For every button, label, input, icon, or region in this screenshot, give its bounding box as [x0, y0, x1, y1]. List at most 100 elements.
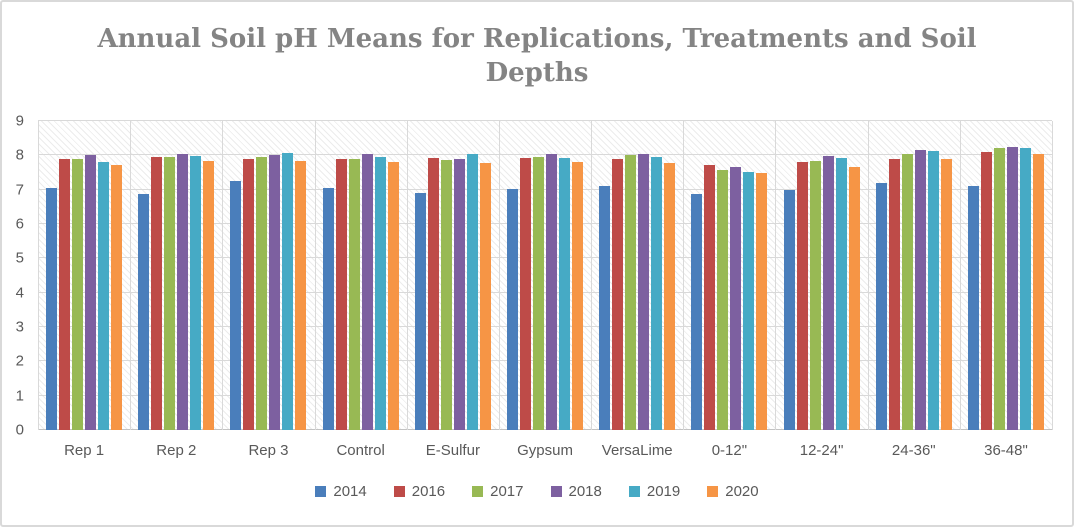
bar-2020-rep-2 [203, 161, 215, 430]
category-separator [683, 121, 685, 430]
bar-2020-rep-3 [295, 161, 307, 430]
bar-2014-control [322, 187, 334, 430]
bar-2019-versalime [651, 157, 663, 430]
bar-2017-24-36 [901, 153, 913, 430]
category-group-gypsum [499, 121, 591, 430]
x-category-label: VersaLime [601, 442, 673, 459]
legend-label-2014: 2014 [333, 483, 367, 500]
y-tick-label: 6 [15, 215, 24, 233]
y-tick-label: 1 [15, 387, 24, 405]
bar-2018-rep-3 [269, 155, 281, 430]
bar-2019-12-24 [835, 158, 847, 430]
y-axis: 0 1 2 3 4 5 6 7 8 9 [2, 114, 28, 438]
y-tick-label: 3 [15, 318, 24, 336]
y-tick-label: 7 [15, 181, 24, 199]
bar-2020-0-12 [756, 172, 768, 430]
gridline-2 [38, 360, 1052, 362]
legend: 2014 2016 2017 2018 2019 2020 [2, 483, 1072, 500]
bar-2014-versalime [599, 185, 611, 430]
legend-swatch-2016 [393, 486, 405, 497]
bar-2019-e-sulfur [466, 153, 478, 430]
gridline-7 [38, 188, 1052, 190]
bars-layer [38, 121, 1052, 430]
category-group-12-24 [776, 121, 868, 430]
legend-item-2014: 2014 [315, 483, 367, 500]
category-group-36-48 [960, 121, 1052, 430]
bar-2020-e-sulfur [479, 162, 491, 430]
legend-item-2018: 2018 [550, 483, 602, 500]
bar-2016-12-24 [796, 161, 808, 430]
category-separator [591, 121, 593, 430]
x-axis: Rep 1 Rep 2 Rep 3 Control E-Sulfur Gypsum Vers… [38, 442, 1052, 459]
bar-2017-rep-1 [72, 158, 84, 430]
legend-label-2016: 2016 [411, 483, 446, 500]
gridline-9 [38, 120, 1052, 121]
bar-2020-12-24 [848, 166, 860, 430]
category-group-versalime [591, 121, 683, 430]
bar-2017-0-12 [717, 169, 729, 430]
legend-swatch-2018 [550, 486, 562, 497]
bar-2014-rep-2 [138, 194, 150, 430]
plot-area [38, 120, 1053, 430]
bar-2017-e-sulfur [440, 159, 452, 430]
gridline-6 [38, 223, 1052, 224]
bar-2014-36-48 [967, 186, 979, 430]
gridline-1 [38, 394, 1052, 396]
bar-2019-rep-1 [98, 161, 110, 430]
legend-item-2016: 2016 [393, 483, 446, 500]
y-tick-label: 9 [15, 112, 24, 130]
bar-2017-rep-3 [256, 157, 268, 430]
bar-2017-36-48 [993, 148, 1005, 430]
bar-2014-rep-1 [46, 188, 58, 430]
bar-2018-36-48 [1006, 147, 1018, 430]
y-tick-label: 4 [15, 284, 24, 302]
bar-2019-gypsum [559, 158, 571, 430]
category-separator [867, 121, 869, 430]
bar-2016-gypsum [520, 158, 532, 430]
legend-label-2017: 2017 [490, 483, 524, 500]
legend-item-2019: 2019 [628, 483, 681, 500]
bar-2017-12-24 [809, 160, 821, 430]
bar-2019-rep-2 [190, 156, 202, 430]
bar-2020-gypsum [572, 161, 584, 430]
bar-2020-rep-1 [111, 165, 123, 430]
category-group-24-36 [868, 121, 960, 430]
bar-2018-e-sulfur [453, 158, 465, 430]
x-category-label: E-Sulfur [425, 442, 480, 459]
bar-2016-rep-2 [151, 157, 163, 430]
bar-2016-e-sulfur [427, 157, 439, 430]
x-category-label: Rep 2 [156, 442, 197, 459]
bar-2020-24-36 [940, 159, 952, 430]
x-category-label: 0-12" [711, 442, 748, 459]
category-group-rep-2 [130, 121, 222, 430]
x-category-label: Control [336, 442, 385, 459]
bar-2018-12-24 [822, 155, 834, 430]
y-tick-label: 5 [15, 249, 24, 267]
x-axis-line [38, 429, 1052, 430]
bar-2016-36-48 [980, 152, 992, 430]
bar-2018-0-12 [730, 166, 742, 430]
y-tick-label: 0 [15, 421, 24, 439]
bar-2019-rep-3 [282, 152, 294, 430]
bar-2020-control [387, 162, 399, 430]
bar-2016-control [335, 159, 347, 430]
bar-2019-24-36 [927, 151, 939, 430]
bar-2014-e-sulfur [414, 192, 426, 430]
chart-title: Annual Soil pH Means for Replications, T… [2, 22, 1072, 91]
y-tick-label: 8 [15, 146, 24, 164]
category-group-rep-1 [38, 121, 130, 430]
bar-2016-rep-1 [59, 159, 71, 430]
legend-label-2019: 2019 [646, 483, 681, 500]
bar-2016-versalime [612, 159, 624, 430]
bar-2017-versalime [625, 155, 637, 430]
x-category-label: Gypsum [517, 442, 573, 459]
bar-2014-gypsum [507, 188, 519, 430]
legend-swatch-2020 [707, 486, 719, 497]
bar-2017-control [348, 159, 360, 430]
category-group-0-12 [683, 121, 775, 430]
bar-2018-rep-1 [85, 154, 97, 430]
chart-title-text: Annual Soil pH Means for Replications, T… [97, 24, 977, 89]
bar-2018-versalime [638, 154, 650, 430]
bar-2020-36-48 [1032, 153, 1044, 430]
